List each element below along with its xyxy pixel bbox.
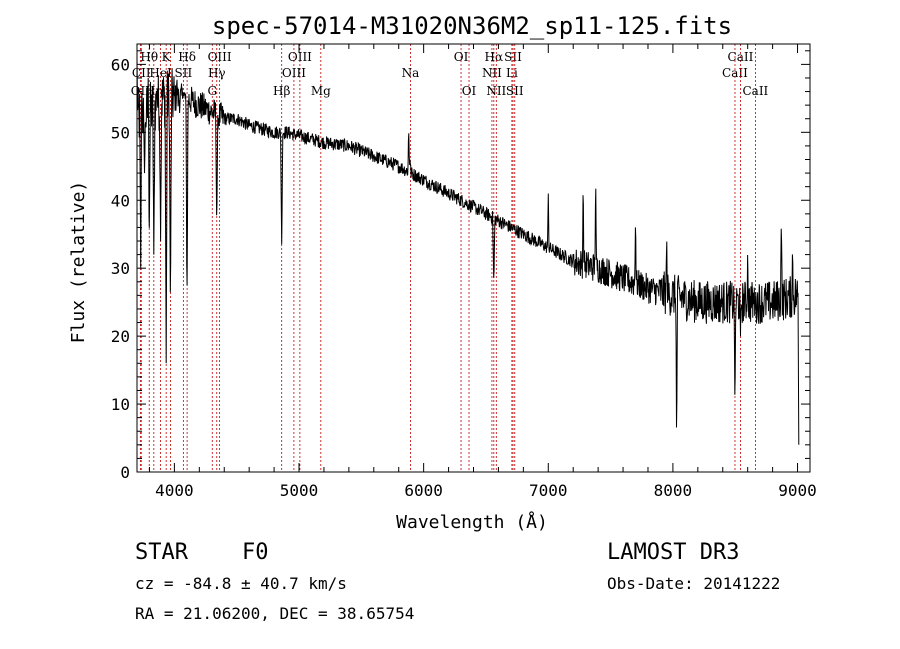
- spectral-subclass: F0: [242, 540, 269, 565]
- y-axis: 0 10 20 30 40 50 60: [111, 50, 810, 482]
- line-marker-label: NII: [482, 66, 502, 80]
- spectrum-group: [136, 57, 800, 445]
- line-marker-label: Hγ: [208, 66, 226, 80]
- line-marker-label: CaII: [728, 50, 754, 64]
- plot-frame: [136, 43, 811, 473]
- line-marker-label: Hβ: [273, 84, 290, 98]
- y-tick-label: 10: [111, 395, 130, 414]
- line-marker-label: OI: [462, 84, 477, 98]
- x-tick-label: 9000: [778, 481, 817, 500]
- line-marker-label: Li: [506, 66, 518, 80]
- y-tick-label: 50: [111, 123, 130, 142]
- line-marker-label: Hδ: [178, 50, 196, 64]
- line-marker-label: K: [162, 50, 172, 64]
- redshift-velocity: cz = -84.8 ± 40.7 km/s: [135, 574, 347, 593]
- line-markers: OIICIIHθHηHeIKHSIIHδGHγOIIIHβOIIIOIIIMgN…: [131, 44, 769, 472]
- line-marker-label: Hθ: [140, 50, 158, 64]
- line-marker-label: OII: [131, 84, 151, 98]
- y-tick-label: 40: [111, 191, 130, 210]
- y-tick-label: 20: [111, 327, 130, 346]
- coordinates: RA = 21.06200, DEC = 38.65754: [135, 604, 415, 623]
- line-marker-label: SII: [504, 50, 522, 64]
- line-marker-label: Mg: [311, 84, 331, 98]
- x-axis-label: Wavelength (Å): [396, 511, 548, 533]
- chart-title: spec-57014-M31020N36M2_sp11-125.fits: [212, 12, 732, 40]
- x-tick-label: 4000: [155, 481, 194, 500]
- line-marker-label: SII: [175, 66, 193, 80]
- line-marker-label: NII: [486, 84, 506, 98]
- line-marker-label: CaII: [722, 66, 748, 80]
- line-marker-label: OI: [454, 50, 469, 64]
- y-tick-label: 0: [120, 463, 130, 482]
- line-marker-label: OIII: [208, 50, 232, 64]
- y-tick-label: 30: [111, 259, 130, 278]
- line-marker-label: H: [165, 84, 175, 98]
- line-marker-label: Hα: [485, 50, 504, 64]
- object-class: STAR: [135, 540, 188, 565]
- line-marker-label: SII: [506, 84, 524, 98]
- y-tick-label: 60: [111, 55, 130, 74]
- observation-date: Obs-Date: 20141222: [607, 574, 781, 593]
- x-tick-label: 5000: [280, 481, 319, 500]
- line-marker-label: OIII: [282, 66, 306, 80]
- y-axis-label: Flux (relative): [68, 181, 89, 344]
- line-marker-label: Na: [402, 66, 420, 80]
- x-tick-label: 7000: [529, 481, 568, 500]
- x-axis: 4000 5000 6000 7000 8000 9000: [148, 44, 817, 500]
- survey-name: LAMOST DR3: [607, 540, 740, 565]
- line-marker-label: CaII: [742, 84, 768, 98]
- x-tick-label: 8000: [654, 481, 693, 500]
- spectrum-line: [136, 57, 800, 445]
- line-marker-label: G: [207, 84, 217, 98]
- line-marker-label: OIII: [288, 50, 312, 64]
- x-tick-label: 6000: [404, 481, 443, 500]
